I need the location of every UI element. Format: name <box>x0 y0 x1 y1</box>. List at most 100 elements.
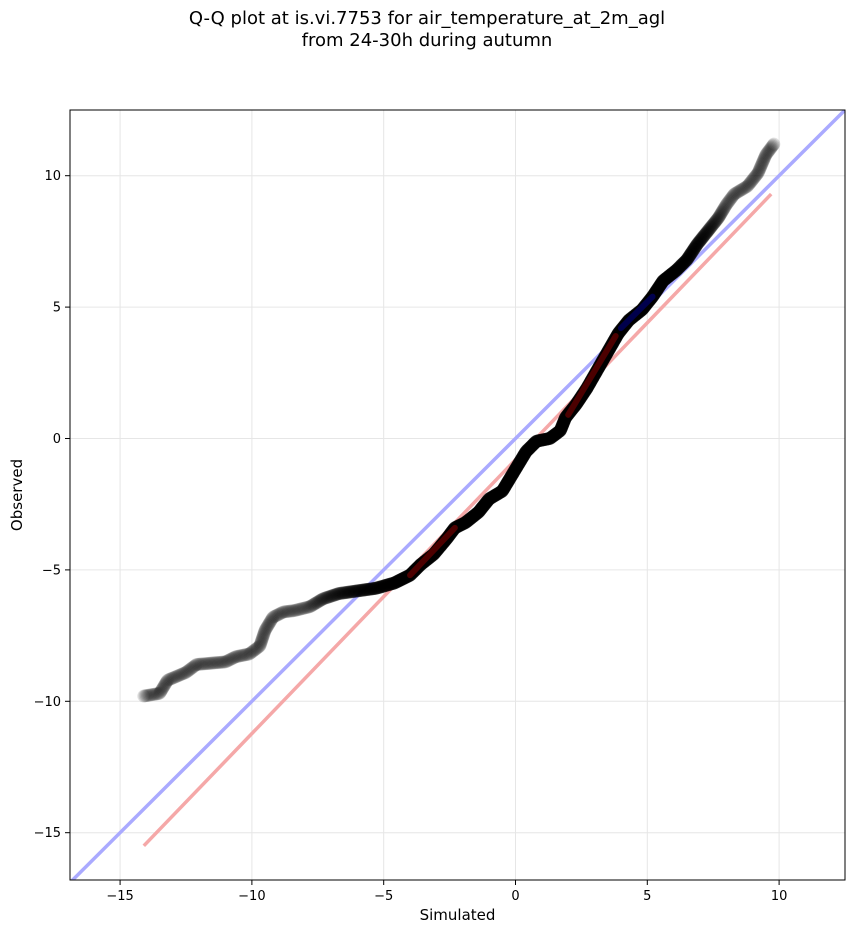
quantile-point <box>205 656 219 670</box>
quantile-point <box>262 616 276 630</box>
quantile-point <box>289 603 303 617</box>
quantile-point <box>705 218 719 232</box>
quantile-point <box>203 656 217 670</box>
quantile-point <box>708 215 722 229</box>
quantile-point <box>255 634 269 648</box>
x-tick-label-0: −15 <box>106 889 133 904</box>
quantile-point <box>684 247 698 261</box>
quantile-point <box>309 596 323 610</box>
x-tick-label-5: 10 <box>771 889 788 904</box>
x-tick-label-3: 0 <box>511 889 519 904</box>
quantile-point <box>293 602 307 616</box>
quantile-point <box>162 673 176 687</box>
quantile-point <box>184 661 198 675</box>
quantile-point <box>673 260 687 274</box>
quantile-point <box>185 661 199 675</box>
quantile-point <box>714 206 728 220</box>
quantile-point <box>246 644 260 658</box>
quantile-point <box>748 170 762 184</box>
quantile-point <box>211 656 225 670</box>
quantile-point <box>352 584 366 598</box>
quantile-point <box>762 144 776 158</box>
quantile-point <box>357 583 371 597</box>
quantile-point <box>713 208 727 222</box>
quantile-point <box>231 649 245 663</box>
quantile-point <box>747 171 761 185</box>
quantile-point <box>360 583 374 597</box>
quantile-point <box>706 217 720 231</box>
quantile-point <box>291 603 305 617</box>
quantile-point <box>165 671 179 685</box>
quantile-point <box>685 245 699 259</box>
quantile-point <box>304 599 318 613</box>
quantile-point <box>183 662 197 676</box>
quantile-point <box>271 608 285 622</box>
quantile-point <box>210 656 224 670</box>
quantile-point <box>155 683 169 697</box>
quantile-point <box>278 605 292 619</box>
quantile-point <box>301 600 315 614</box>
quantile-point <box>147 687 161 701</box>
quantile-point <box>361 582 375 596</box>
quantile-point <box>280 604 294 618</box>
quantile-point <box>757 152 771 166</box>
quantile-point <box>707 216 721 230</box>
quantile-point <box>686 243 700 257</box>
quantile-point <box>690 237 704 251</box>
quantile-point <box>752 163 766 177</box>
quantile-point <box>671 262 685 276</box>
y-tick-label-5: 10 <box>44 169 61 184</box>
quantile-point <box>683 249 697 263</box>
quantile-point <box>356 583 370 597</box>
highlight-segment-1 <box>565 333 619 418</box>
quantile-point <box>763 142 777 156</box>
quantile-point <box>156 681 170 695</box>
quantile-point <box>153 686 167 700</box>
quantile-point <box>678 255 692 269</box>
quantile-point <box>366 582 380 596</box>
quantile-point <box>673 259 687 273</box>
quantile-point <box>222 653 236 667</box>
quantile-point <box>192 657 206 671</box>
quantile-point <box>336 586 350 600</box>
quantile-point <box>273 607 287 621</box>
quantile-point <box>175 667 189 681</box>
quantile-point <box>720 197 734 211</box>
quantile-point <box>369 581 383 595</box>
quantile-point <box>354 583 368 597</box>
quantile-point <box>266 610 280 624</box>
x-axis-label: Simulated <box>420 906 496 924</box>
quantile-point <box>164 672 178 686</box>
quantile-point <box>668 264 682 278</box>
quantile-point <box>159 676 173 690</box>
quantile-point <box>257 628 271 642</box>
chart-title-line-2: from 24-30h during autumn <box>301 30 553 51</box>
quantile-point <box>342 585 356 599</box>
quantile-point <box>667 265 681 279</box>
quantile-point <box>731 185 745 199</box>
quantile-point <box>247 643 261 657</box>
quantile-point <box>337 586 351 600</box>
quantile-point <box>726 188 740 202</box>
quantile-point <box>169 670 183 684</box>
quantile-point <box>198 657 212 671</box>
quantile-point <box>692 235 706 249</box>
quantile-point <box>215 655 229 669</box>
quantile-point <box>690 238 704 252</box>
quantile-point <box>227 650 241 664</box>
y-tick-label-2: −5 <box>42 563 61 578</box>
quantile-point <box>316 592 330 606</box>
quantile-point <box>730 185 744 199</box>
quantile-point <box>139 689 153 703</box>
quantile-point <box>216 655 230 669</box>
quantile-point <box>711 212 725 226</box>
quantile-point <box>680 252 694 266</box>
quantile-point <box>258 624 272 638</box>
quantile-point <box>299 601 313 615</box>
quantile-point <box>283 604 297 618</box>
quantile-point <box>726 189 740 203</box>
quantile-point <box>740 180 754 194</box>
grid-lines <box>70 110 845 880</box>
quantile-point <box>168 670 182 684</box>
